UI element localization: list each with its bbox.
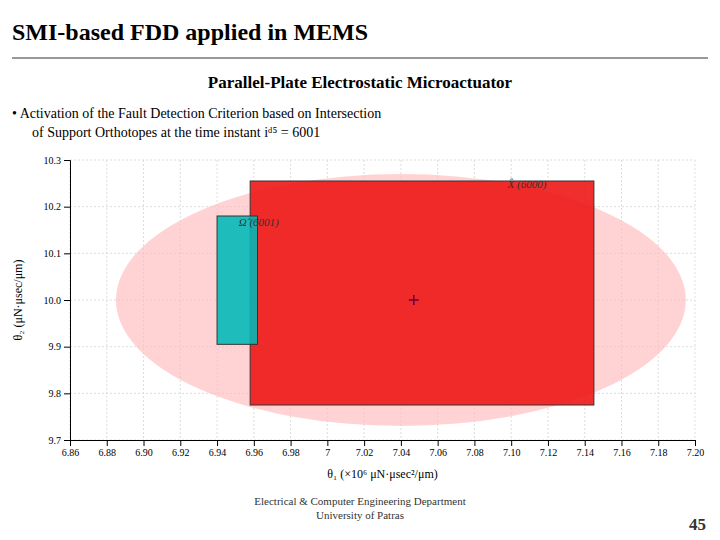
x-tick-label: 6.98: [282, 447, 300, 458]
rectangle: [217, 216, 257, 344]
x-tick: 6.96: [246, 440, 264, 458]
y-tick-label: 9.7: [49, 435, 62, 446]
y-tick-label: 10.2: [44, 201, 62, 212]
y-tick-label: 10.3: [44, 155, 62, 166]
x-tick-mark: [217, 440, 218, 446]
y-tick: 9.8: [49, 388, 71, 399]
y-axis-line: [64, 161, 71, 441]
chart: SMI-based FDD applied in MEMS Parallel-Pl…: [0, 0, 720, 540]
x-axis-line: [71, 441, 696, 447]
x-tick: 7.04: [393, 440, 411, 458]
x-tick: 6.94: [209, 440, 227, 458]
y-tick-mark: [64, 440, 70, 441]
grid: [70, 160, 695, 440]
x-tick: 6.86: [62, 440, 80, 458]
y-axis: 9.7 9.8 9.9 10.0 10.1 10.2 10.3: [44, 155, 71, 446]
y-tick: 10.2: [44, 201, 71, 212]
x-tick: 7.14: [576, 440, 594, 458]
x-tick: 7.10: [503, 440, 521, 458]
x-tick-label: 6.94: [209, 447, 227, 458]
x-tick-mark: [621, 440, 622, 446]
x-tick: 6.92: [172, 440, 190, 458]
point: [409, 295, 419, 305]
x-axis: 6.86 6.88 6.90 6.92 6.94 6.96 6.98 7 7.02 7.04 7.0…: [62, 440, 705, 458]
y-tick: 9.9: [49, 341, 71, 352]
x-tick-mark: [401, 440, 402, 446]
title-rule: [12, 58, 708, 59]
x-tick: 7.02: [356, 440, 374, 458]
y-tick-mark: [64, 207, 70, 208]
x-tick-label: 7.06: [429, 447, 447, 458]
y-tick-label: 10.1: [44, 248, 62, 259]
annotation: X̂ (6000): [507, 178, 547, 191]
x-tick-label: 7.12: [540, 447, 558, 458]
grid-line-y: [70, 160, 695, 161]
x-tick-mark: [548, 440, 549, 446]
ellipse: [116, 174, 686, 426]
x-tick-mark: [585, 440, 586, 446]
x-tick-label: 6.92: [172, 447, 190, 458]
x-tick-label: 6.88: [99, 447, 117, 458]
x-tick-label: 7: [325, 447, 330, 458]
x-tick-mark: [254, 440, 255, 446]
y-tick-label: 9.9: [49, 341, 62, 352]
y-tick: 10.1: [44, 248, 71, 259]
annotation: Ω̂ (6001): [239, 216, 279, 229]
x-tick-mark: [180, 440, 181, 446]
x-tick: 6.88: [99, 440, 117, 458]
x-tick-mark: [364, 440, 365, 446]
body-text: • Activation of the Fault Detection Crit…: [12, 106, 381, 121]
x-tick-mark: [291, 440, 292, 446]
footer: Electrical & Computer Engineering Depart…: [254, 495, 465, 507]
subtitle: Parallel-Plate Electrostatic Microactuat…: [208, 73, 513, 92]
y-tick: 10.3: [44, 155, 71, 166]
x-tick: 6.98: [282, 440, 300, 458]
x-tick: 7.16: [613, 440, 631, 458]
x-tick-label: 7.18: [650, 447, 668, 458]
x-tick-mark: [695, 440, 696, 446]
page-number: 45: [689, 515, 706, 534]
x-tick-mark: [438, 440, 439, 446]
x-tick-mark: [327, 440, 328, 446]
y-tick-mark: [64, 347, 70, 348]
x-tick-label: 7.02: [356, 447, 374, 458]
x-tick-mark: [474, 440, 475, 446]
y-tick: 9.7: [49, 435, 71, 446]
y-tick-label: 10.0: [44, 295, 62, 306]
x-tick-mark: [658, 440, 659, 446]
x-tick-label: 6.90: [135, 447, 153, 458]
x-tick-label: 6.86: [62, 447, 80, 458]
x-tick-label: 7.04: [393, 447, 411, 458]
x-tick: 6.90: [135, 440, 153, 458]
x-tick-mark: [144, 440, 145, 446]
x-tick-mark: [511, 440, 512, 446]
x-tick-label: 6.96: [246, 447, 264, 458]
y-tick-mark: [64, 393, 70, 394]
x-tick: 7.12: [540, 440, 558, 458]
x-tick: 7.20: [687, 440, 705, 458]
x-tick: 7.18: [650, 440, 668, 458]
x-tick: 7: [325, 440, 330, 458]
y-tick-mark: [64, 160, 70, 161]
x-tick-label: 7.08: [466, 447, 484, 458]
title: SMI-based FDD applied in MEMS: [12, 19, 368, 45]
x-axis-title: θ₁ (×10⁶ μN·μsec²/μm): [327, 467, 437, 481]
y-tick-label: 9.8: [49, 388, 62, 399]
rectangle: [250, 181, 594, 405]
x-tick: 7.06: [429, 440, 447, 458]
body-text: of Support Orthotopes at the time instan…: [32, 125, 320, 140]
y-tick-mark: [64, 253, 70, 254]
plot-marks: [116, 174, 686, 426]
x-tick-mark: [107, 440, 108, 446]
y-tick-mark: [64, 300, 70, 301]
x-tick: 7.08: [466, 440, 484, 458]
x-tick-label: 7.20: [687, 447, 705, 458]
footer: University of Patras: [316, 509, 404, 521]
x-tick-label: 7.14: [576, 447, 594, 458]
x-tick-label: 7.16: [613, 447, 631, 458]
x-tick-label: 7.10: [503, 447, 521, 458]
y-axis-title: θ₂ (μN·μsec/μm): [11, 260, 25, 341]
y-tick: 10.0: [44, 295, 71, 306]
